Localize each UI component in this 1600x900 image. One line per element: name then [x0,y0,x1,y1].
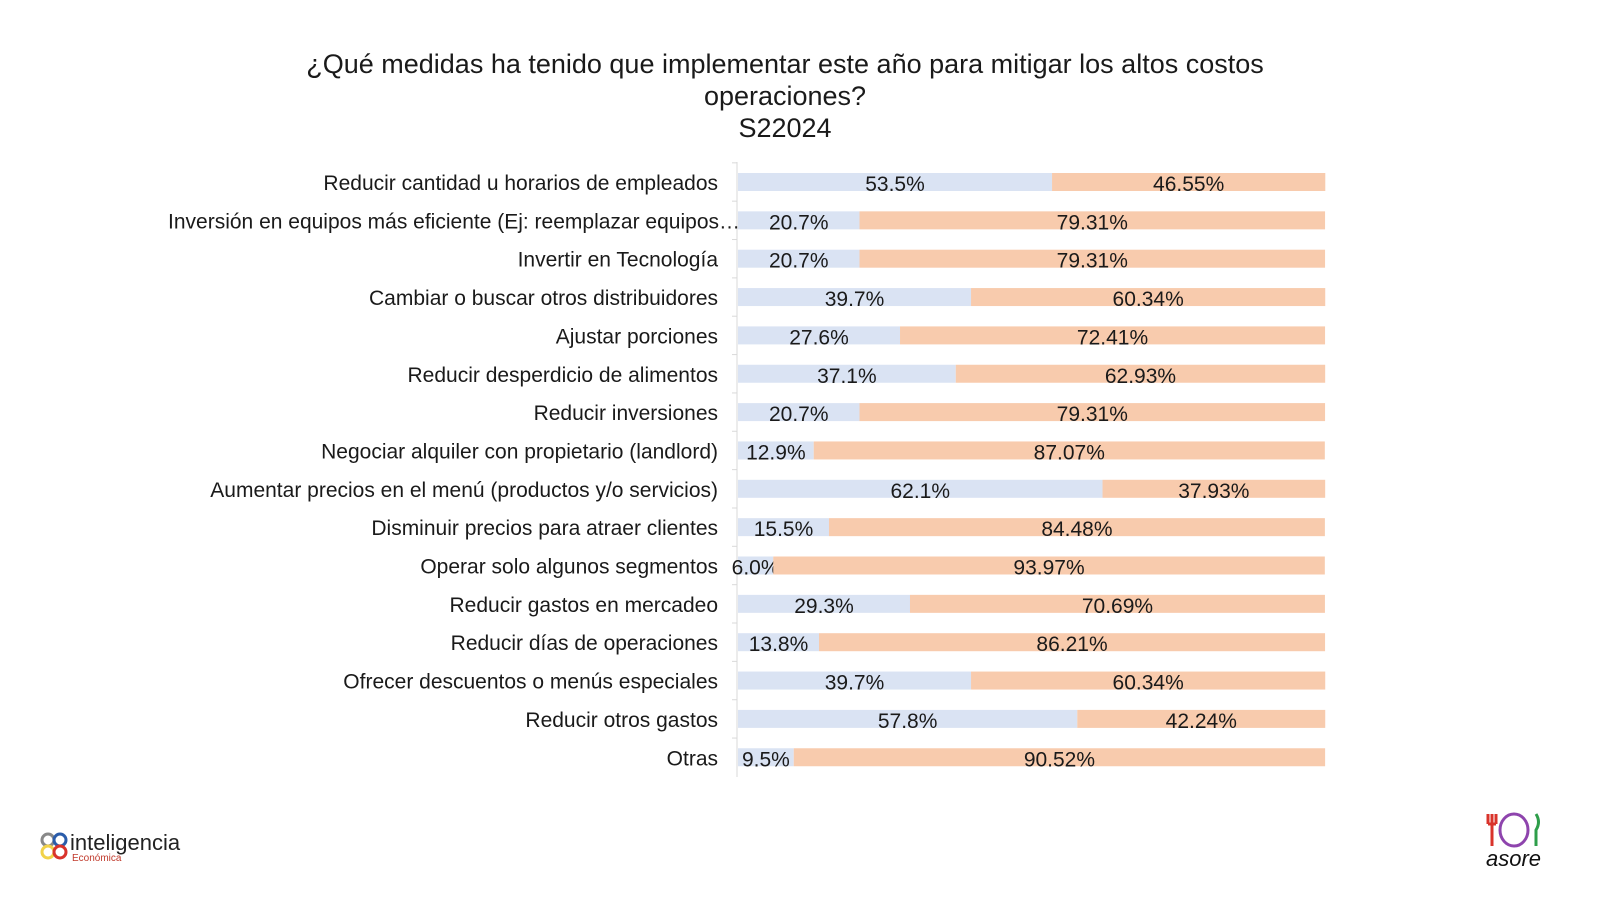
data-label: 6.0% [732,557,780,580]
category-label: Operar solo algunos segmentos [420,556,718,579]
category-label: Aumentar precios en el menú (productos y… [210,479,718,502]
bar-segment-series-2 [828,518,1325,537]
category-label: Reducir cantidad u horarios de empleados [323,172,718,195]
category-label: Negociar alquiler con propietario (landl… [321,440,718,463]
data-label: 86.21% [1036,633,1107,656]
category-label: Inversión en equipos más eficiente (Ej: … [168,210,740,233]
category-label: Cambiar o buscar otros distribuidores [369,287,718,310]
data-label: 79.31% [1057,211,1128,234]
data-label: 20.7% [769,211,829,234]
bar-segment-series-2 [859,403,1326,422]
data-label: 70.69% [1082,595,1153,618]
category-label: Reducir desperdicio de alimentos [408,364,719,387]
title-line-2: operaciones? [703,81,867,111]
title-line-3: S22024 [738,113,832,143]
title-line-1: ¿Qué medidas ha tenido que implementar e… [306,49,1264,79]
bar-segment-series-2 [900,326,1326,345]
data-label: 37.93% [1178,480,1249,503]
bar-segment-series-1 [738,326,901,345]
bar-segment-series-2 [859,211,1326,230]
bar-segment-series-1 [738,633,820,652]
data-label: 29.3% [794,595,854,618]
bar-segment-series-1 [738,441,814,460]
bar-segment-series-2 [773,556,1325,575]
bar-segment-series-2 [971,671,1326,690]
data-label: 9.5% [742,748,790,771]
data-label: 27.6% [789,326,849,349]
category-label: Reducir inversiones [534,402,718,425]
category-label: Reducir días de operaciones [451,632,718,655]
category-label: Ajustar porciones [556,325,718,348]
data-label: 79.31% [1057,403,1128,426]
category-label: Disminuir precios para atraer clientes [371,517,718,540]
bar-segment-series-2 [819,633,1326,652]
bar-segment-series-2 [955,364,1326,383]
asore-logo: asore [1482,810,1552,880]
data-label: 57.8% [878,710,938,733]
category-label: Reducir gastos en mercadeo [450,594,718,617]
data-label: 39.7% [825,672,885,695]
bar-segment-series-1 [738,288,972,307]
data-label: 46.55% [1153,173,1224,196]
plate-cutlery-icon [1486,812,1540,848]
category-label: Reducir otros gastos [525,709,718,732]
bar-segment-series-2 [859,249,1326,268]
data-label: 79.31% [1057,250,1128,273]
data-label: 62.93% [1105,365,1176,388]
bar-segment-series-1 [738,479,1103,498]
bar-segment-series-2 [793,748,1326,767]
bar-segment-series-1 [738,403,860,422]
data-label: 93.97% [1013,557,1084,580]
bar-segment-series-1 [738,518,829,537]
data-label: 84.48% [1041,518,1112,541]
category-label: Ofrecer descuentos o menús especiales [343,671,718,694]
data-label: 42.24% [1166,710,1237,733]
data-label: 39.7% [825,288,885,311]
data-label: 53.5% [865,173,925,196]
category-label: Otras [667,747,718,770]
data-label: 60.34% [1113,672,1184,695]
data-label: 72.41% [1077,326,1148,349]
bar-segment-series-1 [738,748,794,767]
data-label: 60.34% [1113,288,1184,311]
bar-segment-series-1 [738,364,956,383]
bar-segment-series-1 [738,211,860,230]
bar-segment-series-2 [1052,173,1326,191]
logo-right-main: asore [1486,846,1542,871]
chart-title: ¿Qué medidas ha tenido que implementar e… [0,48,1570,144]
category-label: Invertir en Tecnología [518,249,719,272]
logo-left-sub: Económica [72,853,122,864]
bar-segment-series-1 [738,556,774,575]
bar-segment-series-2 [1077,709,1326,728]
bar-segment-series-1 [738,671,972,690]
bar-segment-series-1 [738,594,910,613]
data-label: 20.7% [769,403,829,426]
data-label: 15.5% [754,518,814,541]
bar-segment-series-1 [738,173,1053,191]
data-label: 90.52% [1024,748,1095,771]
data-label: 13.8% [749,633,809,656]
logo-left-main: inteligencia [70,830,181,855]
bar-segment-series-2 [909,594,1325,613]
bar-segment-series-2 [1102,479,1326,498]
logo-rings-icon [40,832,68,860]
data-label: 12.9% [746,441,806,464]
data-label: 20.7% [769,250,829,273]
bar-segment-series-1 [738,709,1078,728]
data-label: 87.07% [1034,441,1105,464]
data-label: 37.1% [817,365,877,388]
bar-segment-series-1 [738,249,860,268]
bar-segment-series-2 [813,441,1325,460]
data-label: 62.1% [890,480,950,503]
bar-segment-series-2 [971,288,1326,307]
